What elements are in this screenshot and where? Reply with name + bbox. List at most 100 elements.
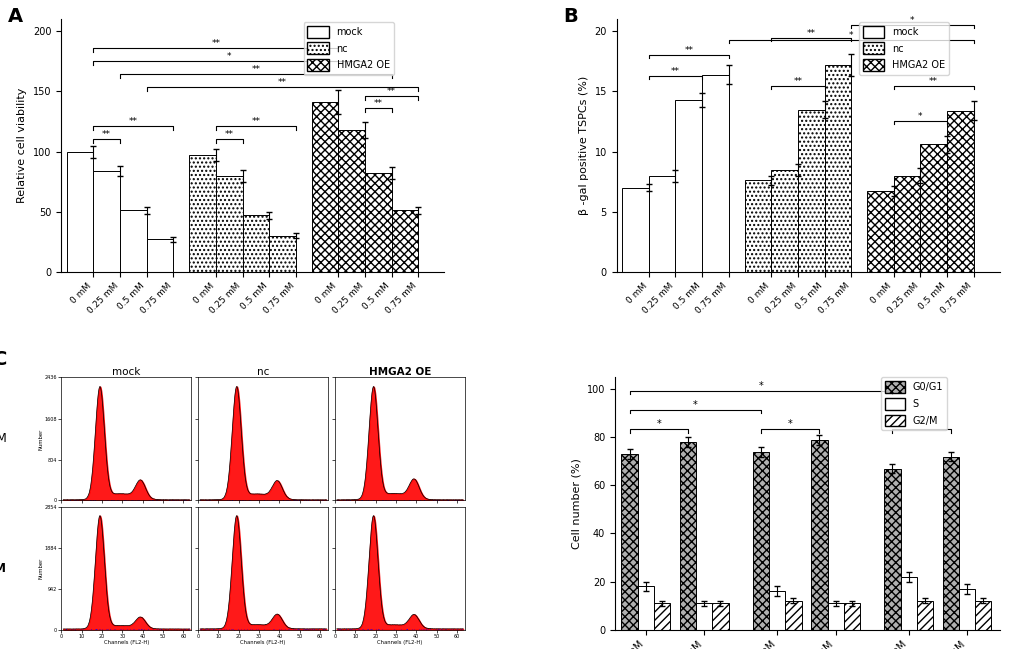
- Point: [415, 624, 431, 635]
- Text: 0 mM: 0 mM: [0, 432, 6, 445]
- Point: [269, 495, 285, 506]
- Point: [105, 624, 121, 635]
- Bar: [768, 591, 785, 630]
- Text: **: **: [387, 87, 395, 95]
- Point: [428, 624, 444, 635]
- Point: [274, 495, 290, 506]
- Point: [363, 624, 379, 634]
- Point: [366, 495, 382, 505]
- Point: [318, 495, 334, 505]
- Point: [288, 624, 305, 634]
- Point: [328, 495, 344, 506]
- Bar: [243, 215, 269, 271]
- Text: **: **: [102, 130, 111, 139]
- Text: *: *: [848, 31, 853, 40]
- Point: [280, 624, 297, 635]
- Point: [421, 624, 437, 634]
- Point: [353, 495, 369, 505]
- Point: [100, 495, 116, 505]
- Y-axis label: Relative cell viability: Relative cell viability: [17, 88, 28, 203]
- Point: [236, 495, 253, 506]
- Bar: [216, 175, 243, 271]
- Point: [285, 495, 302, 506]
- Point: [266, 624, 282, 634]
- Text: *: *: [917, 112, 921, 121]
- Point: [437, 624, 453, 634]
- Bar: [622, 188, 648, 271]
- Point: [103, 495, 119, 505]
- Point: [98, 624, 114, 634]
- Point: [177, 624, 194, 635]
- Point: [58, 624, 74, 634]
- Text: **: **: [793, 77, 802, 86]
- Point: [428, 495, 444, 506]
- Point: [236, 624, 253, 635]
- Point: [175, 624, 192, 634]
- Point: [282, 495, 299, 506]
- Point: [388, 495, 405, 506]
- Point: [370, 624, 386, 634]
- Point: [151, 624, 167, 634]
- Y-axis label: Number: Number: [38, 557, 43, 579]
- Point: [124, 624, 141, 634]
- Point: [225, 624, 242, 634]
- Point: [219, 495, 235, 505]
- Text: **: **: [928, 77, 937, 86]
- Text: **: **: [224, 130, 233, 139]
- Point: [385, 624, 401, 634]
- Point: [337, 495, 354, 506]
- Point: [132, 624, 149, 634]
- Point: [341, 624, 358, 635]
- Point: [354, 495, 370, 505]
- Point: [221, 495, 237, 506]
- Point: [129, 495, 146, 506]
- Legend: mock, nc, HMGA2 OE: mock, nc, HMGA2 OE: [858, 22, 948, 75]
- Point: [430, 624, 446, 635]
- Point: [112, 624, 128, 635]
- Point: [119, 624, 136, 634]
- Point: [383, 495, 399, 505]
- Point: [416, 624, 432, 635]
- Point: [286, 495, 303, 505]
- Point: [218, 624, 234, 634]
- Point: [287, 624, 304, 635]
- Point: [205, 624, 221, 634]
- Point: [359, 624, 375, 634]
- Point: [442, 624, 459, 634]
- Text: *: *: [656, 419, 660, 429]
- Point: [180, 495, 197, 506]
- Bar: [958, 589, 974, 630]
- Point: [106, 624, 122, 634]
- Point: [66, 624, 83, 635]
- Point: [224, 624, 240, 634]
- Point: [362, 624, 378, 634]
- Point: [289, 624, 306, 635]
- Point: [302, 624, 318, 634]
- Point: [354, 624, 370, 635]
- Point: [439, 495, 455, 506]
- Point: [62, 495, 78, 505]
- Bar: [916, 601, 932, 630]
- Point: [57, 624, 73, 635]
- Point: [174, 495, 191, 506]
- Point: [300, 495, 316, 505]
- Point: [144, 495, 160, 506]
- Point: [435, 495, 451, 505]
- Point: [161, 495, 177, 506]
- Point: [426, 495, 442, 506]
- Point: [87, 624, 103, 634]
- Point: [439, 495, 455, 505]
- Bar: [365, 173, 391, 271]
- Bar: [946, 111, 973, 271]
- Point: [432, 624, 448, 634]
- Point: [153, 624, 169, 635]
- Point: [84, 624, 100, 634]
- Point: [256, 495, 272, 505]
- Point: [66, 624, 83, 635]
- Bar: [695, 603, 711, 630]
- Point: [418, 624, 434, 634]
- X-axis label: Channels (FL2-H): Channels (FL2-H): [240, 640, 285, 645]
- Point: [202, 495, 218, 505]
- Point: [65, 495, 82, 505]
- Title: HMGA2 OE: HMGA2 OE: [369, 367, 431, 376]
